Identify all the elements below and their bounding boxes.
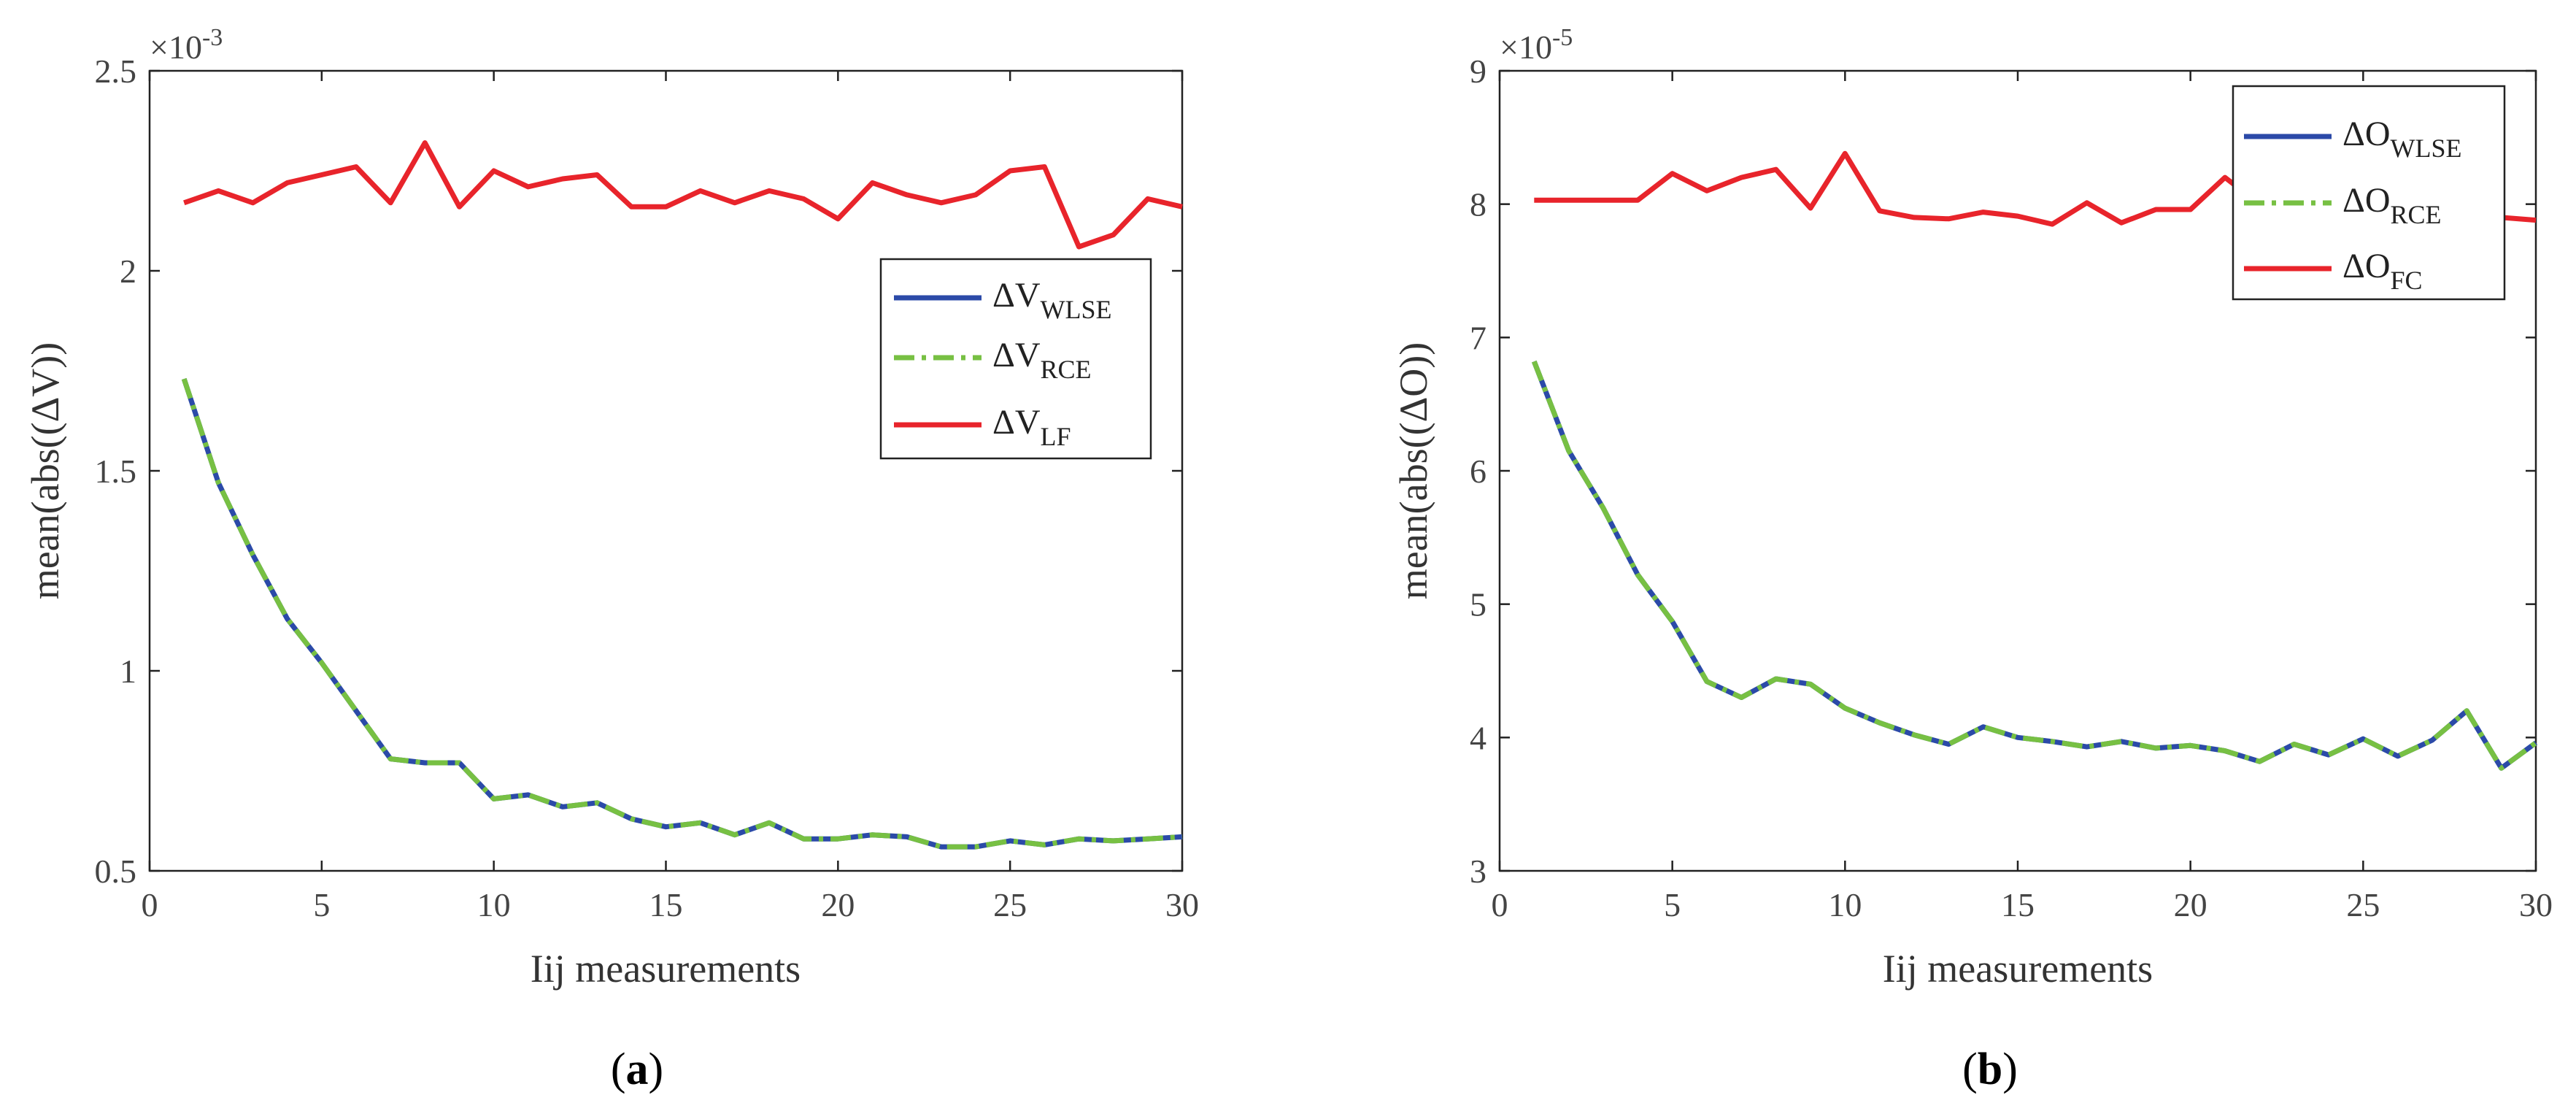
y-tick-label: 0.5	[95, 853, 137, 890]
y-tick-label: 3	[1470, 853, 1486, 890]
legend-label-wlse-b: ΔOWLSE	[2342, 115, 2462, 163]
x-axis-label-a: Iij measurements	[531, 947, 801, 991]
series-line-rce-b	[1532, 360, 2538, 771]
series-line-rce-a	[181, 377, 1183, 850]
legend-a: ΔVWLSE ΔVRCE ΔVLF	[879, 258, 1152, 460]
x-axis-label-b: Iij measurements	[1883, 947, 2153, 991]
x-tick-label: 25	[2346, 886, 2380, 923]
series-line-lf-a	[183, 140, 1183, 250]
x-tick-label: 15	[649, 886, 683, 923]
x-ticks-a: 0 5 10 15 20 25 30	[142, 71, 1199, 923]
y-tick-label: 8	[1470, 186, 1486, 223]
exponent-label-a: ×10-3	[150, 24, 223, 66]
legend-label-rce-b: ΔORCE	[2342, 181, 2442, 229]
plot-frame-a	[148, 69, 1184, 872]
y-tick-label: 9	[1470, 53, 1486, 90]
x-tick-label: 5	[313, 886, 330, 923]
y-tick-label: 1.5	[95, 453, 137, 490]
y-tick-label: 4	[1470, 719, 1486, 756]
legend-b: ΔOWLSE ΔORCE ΔOFC	[2232, 85, 2506, 301]
x-tick-label: 20	[821, 886, 855, 923]
series-group-a	[181, 140, 1183, 850]
legend-label-lf-a: ΔVLF	[992, 403, 1071, 451]
legend-label-wlse-a: ΔVWLSE	[992, 276, 1112, 324]
x-tick-label: 30	[1165, 886, 1199, 923]
x-tick-label: 5	[1664, 886, 1681, 923]
panel-b: 0 5 10 15 20 25 30 3 4 5 6 7 8 9 ×10-5 Iij measureme…	[1392, 24, 2553, 1094]
y-tick-label: 2	[120, 253, 136, 290]
x-tick-label: 0	[142, 886, 158, 923]
caption-a: (a)	[611, 1045, 663, 1094]
exponent-label-b: ×10-5	[1500, 24, 1573, 66]
y-tick-label: 7	[1470, 319, 1486, 356]
y-tick-label: 1	[120, 653, 136, 690]
y-ticks-a: 0.5 1 1.5 2 2.5	[95, 53, 1182, 890]
x-tick-label: 25	[993, 886, 1027, 923]
legend-box-b	[2232, 85, 2506, 301]
x-tick-label: 0	[1492, 886, 1508, 923]
panel-a: 0 5 10 15 20 25 30 0.5 1 1.5 2 2.5 ×10-3 Iij measu…	[23, 24, 1199, 1094]
x-ticks-b: 0 5 10 15 20 25 30	[1492, 71, 2553, 923]
y-tick-label: 6	[1470, 453, 1486, 490]
legend-label-rce-a: ΔVRCE	[992, 336, 1092, 384]
y-axis-label-b: mean(abs((ΔO))	[1392, 342, 1435, 600]
x-tick-label: 10	[1828, 886, 1862, 923]
x-tick-label: 10	[477, 886, 511, 923]
legend-label-fc-b: ΔOFC	[2342, 247, 2423, 295]
x-tick-label: 30	[2519, 886, 2553, 923]
y-axis-label-a: mean(abs((ΔV))	[23, 342, 67, 600]
x-tick-label: 15	[2001, 886, 2035, 923]
y-ticks-b: 3 4 5 6 7 8 9	[1470, 53, 2536, 890]
y-tick-label: 5	[1470, 586, 1486, 623]
y-tick-label: 2.5	[95, 53, 137, 90]
x-tick-label: 20	[2174, 886, 2207, 923]
caption-b: (b)	[1962, 1045, 2018, 1094]
